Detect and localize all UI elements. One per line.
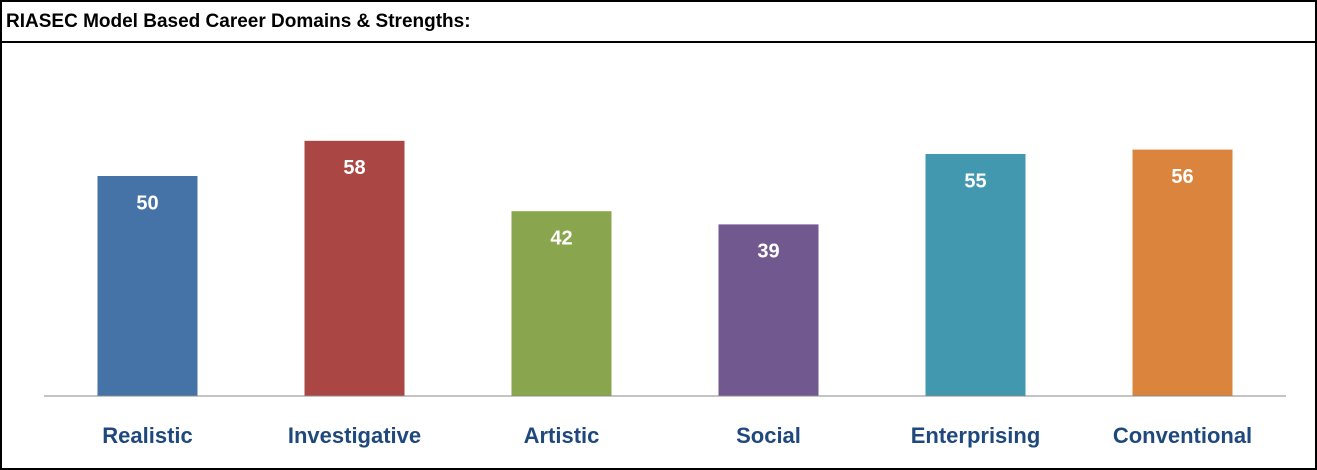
data-label: 58 <box>343 157 365 179</box>
data-label: 39 <box>757 241 779 263</box>
data-label: 50 <box>136 192 158 214</box>
x-tick-label: Social <box>736 423 801 448</box>
x-tick-label: Artistic <box>524 423 600 448</box>
data-label: 55 <box>964 170 986 192</box>
data-label: 42 <box>550 227 572 249</box>
x-tick-label: Enterprising <box>911 423 1041 448</box>
bar <box>511 211 612 396</box>
bar <box>97 176 198 396</box>
x-tick-label: Investigative <box>288 423 421 448</box>
x-tick-label: Realistic <box>102 423 193 448</box>
x-tick-label: Conventional <box>1113 423 1252 448</box>
bar <box>718 224 819 396</box>
bar <box>304 140 405 396</box>
data-label: 56 <box>1171 166 1193 188</box>
bar <box>925 154 1026 396</box>
chart-title: RIASEC Model Based Career Domains & Stre… <box>6 11 471 32</box>
bar <box>1132 149 1233 396</box>
